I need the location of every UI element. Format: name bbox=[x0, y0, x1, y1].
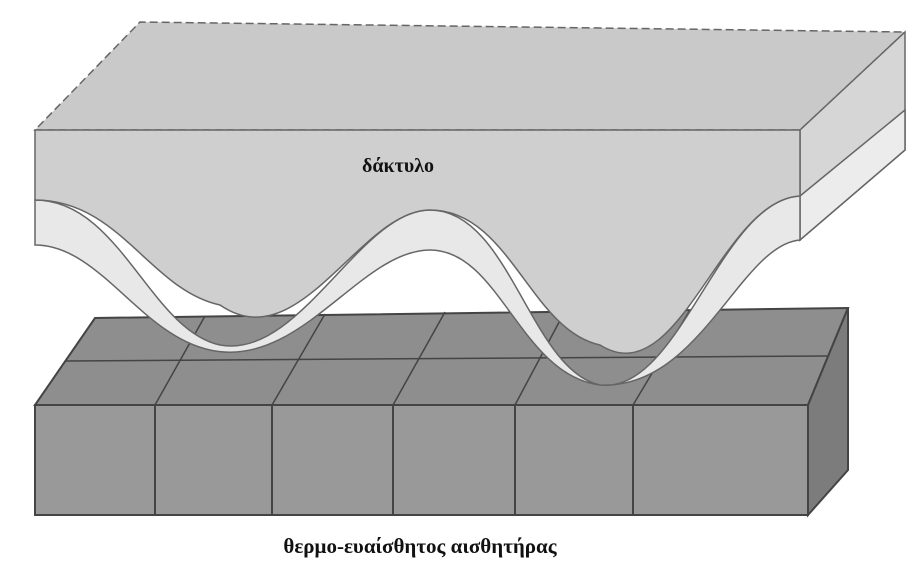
finger-top bbox=[33, 21, 907, 131]
sensor-col-line bbox=[154, 315, 206, 406]
sensor-array bbox=[33, 306, 850, 518]
finger bbox=[33, 21, 907, 386]
sensor-col-line bbox=[271, 313, 326, 406]
finger-label: δάκτυλο bbox=[362, 155, 434, 177]
finger-front bbox=[34, 129, 801, 354]
sensor-front bbox=[34, 404, 809, 516]
sensor-col-line bbox=[392, 311, 446, 406]
sensor-col-line bbox=[514, 310, 566, 406]
sensor-row-line bbox=[64, 355, 829, 362]
sensor-label: θερμο-ευαίσθητος αισθητήρας bbox=[283, 534, 557, 558]
